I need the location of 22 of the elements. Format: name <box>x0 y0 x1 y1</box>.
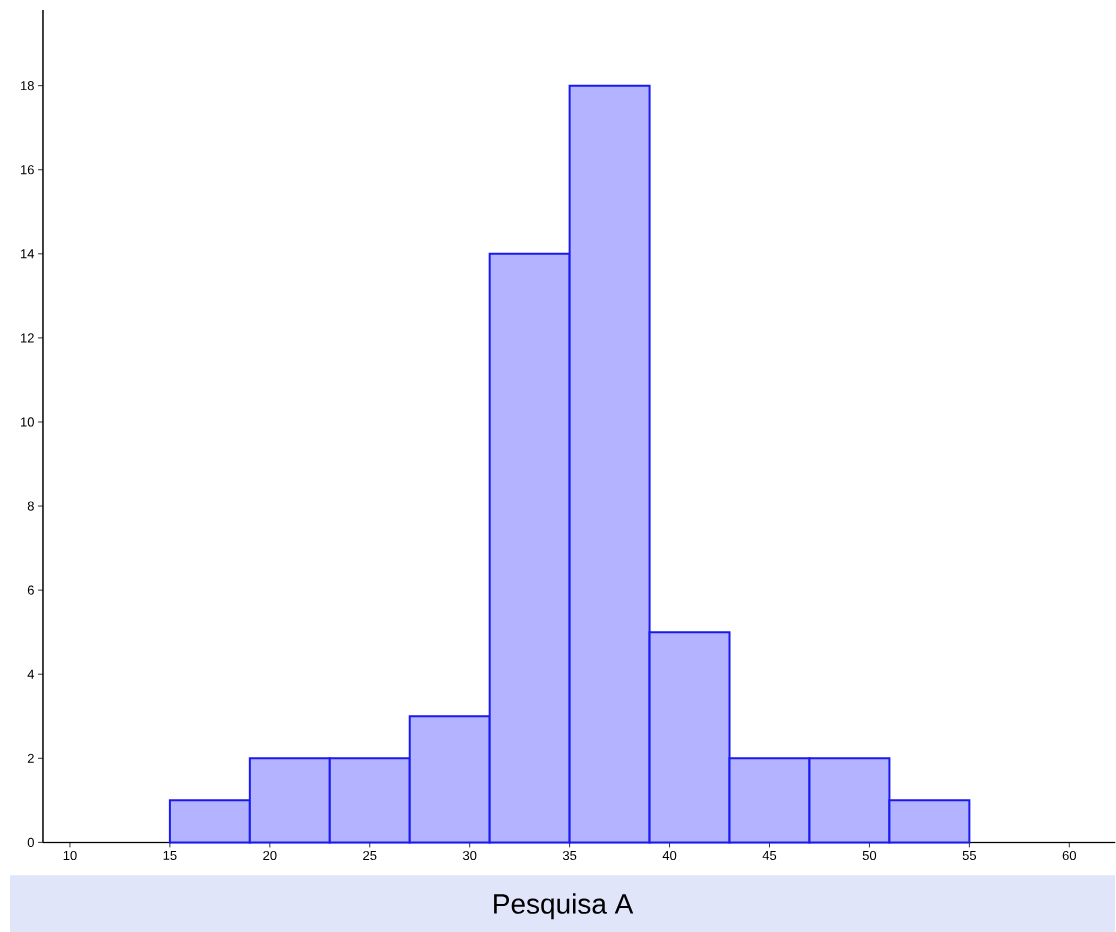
y-tick-label: 10 <box>20 417 34 427</box>
x-tick-label: 40 <box>662 850 677 860</box>
x-tick-label: 25 <box>363 850 377 860</box>
text: Pesquisa A <box>494 893 634 920</box>
y-tick-label: 18 <box>20 80 34 91</box>
y-tick-label: 6 <box>27 585 34 595</box>
x-tick-label: 10 <box>63 850 77 860</box>
x-tick-label: 35 <box>562 850 577 860</box>
x-tick-label: 45 <box>762 850 777 860</box>
x-tick-label: 20 <box>263 850 277 860</box>
x-tick-label: 60 <box>1062 850 1077 860</box>
x-tick-label: 15 <box>163 850 177 860</box>
y-tick-label: 14 <box>20 249 35 259</box>
x-tick-label: 30 <box>462 850 477 860</box>
y-tick-label: 16 <box>20 164 34 175</box>
y-tick-label: 4 <box>27 669 35 679</box>
y-tick-label: 0 <box>27 837 34 847</box>
x-tick-label: 55 <box>962 850 977 860</box>
y-tick-label: 2 <box>27 753 34 763</box>
y-tick-label: 8 <box>27 501 34 511</box>
x-tick-label: 50 <box>862 850 877 860</box>
y-tick-label: 12 <box>20 333 34 343</box>
